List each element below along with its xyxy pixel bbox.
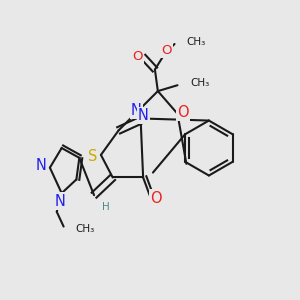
Text: CH₃: CH₃ [190, 78, 209, 88]
Text: S: S [88, 149, 98, 164]
Text: N: N [138, 108, 148, 123]
Text: H: H [102, 202, 110, 212]
Text: O: O [161, 44, 172, 57]
Text: N: N [131, 103, 142, 118]
Text: CH₃: CH₃ [75, 224, 95, 233]
Text: O: O [150, 190, 162, 206]
Text: O: O [132, 50, 142, 63]
Text: CH₃: CH₃ [186, 37, 206, 47]
Text: N: N [54, 194, 65, 208]
Text: N: N [36, 158, 46, 173]
Text: O: O [178, 105, 189, 120]
